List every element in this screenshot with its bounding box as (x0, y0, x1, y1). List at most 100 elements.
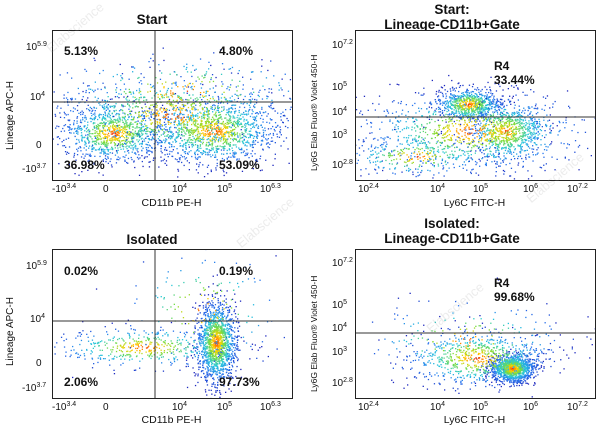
event-dot (168, 100, 170, 102)
event-dot (536, 120, 538, 123)
event-dot (195, 120, 197, 122)
event-dot (438, 98, 440, 100)
event-dot (272, 164, 274, 166)
event-dot (201, 133, 203, 135)
event-dot (438, 91, 440, 93)
event-dot (200, 102, 202, 104)
event-dot (96, 128, 98, 130)
event-dot (454, 150, 456, 153)
event-dot (257, 125, 260, 127)
event-dot (467, 115, 469, 117)
event-dot (144, 110, 146, 112)
event-dot (99, 135, 101, 138)
event-dot (494, 147, 496, 149)
event-dot (227, 131, 229, 134)
event-dot (201, 117, 203, 119)
event-dot (232, 121, 235, 123)
event-dot (513, 140, 515, 142)
event-dot (425, 126, 427, 129)
event-dot (140, 122, 142, 125)
event-dot (186, 152, 189, 154)
event-dot (528, 126, 530, 128)
event-dot (517, 145, 519, 147)
event-dot (134, 96, 136, 99)
event-dot (193, 102, 195, 105)
event-dot (457, 95, 459, 97)
event-dot (90, 112, 92, 114)
event-dot (244, 95, 246, 98)
event-dot (128, 88, 130, 91)
event-dot (203, 112, 205, 114)
event-dot (537, 130, 539, 133)
event-dot (78, 174, 80, 176)
event-dot (235, 123, 237, 125)
event-dot (143, 140, 146, 142)
event-dot (192, 64, 194, 67)
event-dot (85, 141, 87, 143)
event-dot (174, 120, 176, 122)
event-dot (214, 140, 217, 142)
event-dot (159, 126, 161, 129)
event-dot (78, 141, 80, 143)
event-dot (228, 100, 230, 102)
event-dot (172, 92, 174, 94)
event-dot (144, 111, 146, 113)
event-dot (515, 137, 517, 139)
event-dot (470, 154, 472, 156)
event-dot (197, 123, 199, 125)
event-dot (455, 98, 457, 100)
event-dot (117, 121, 120, 123)
event-dot (158, 136, 161, 138)
event-dot (534, 118, 536, 120)
event-dot (434, 129, 436, 131)
event-dot (86, 131, 88, 133)
event-dot (186, 129, 188, 131)
event-dot (243, 106, 246, 109)
event-dot (223, 91, 225, 93)
event-dot (512, 126, 514, 128)
event-dot (117, 134, 119, 137)
event-dot (261, 139, 263, 141)
event-dot (519, 152, 522, 154)
event-dot (104, 106, 106, 108)
event-dot (487, 117, 490, 119)
event-dot (135, 148, 137, 150)
event-dot (173, 146, 175, 148)
event-dot (126, 161, 128, 164)
event-dot (202, 136, 204, 138)
event-dot (221, 129, 223, 131)
event-dot (125, 124, 128, 126)
event-dot (448, 96, 451, 98)
event-dot (454, 105, 456, 107)
event-dot (87, 136, 89, 138)
event-dot (84, 117, 86, 119)
event-dot (238, 118, 240, 120)
event-dot (195, 124, 197, 127)
event-dot (481, 115, 483, 117)
event-dot (92, 133, 94, 135)
event-dot (199, 139, 201, 142)
event-dot (178, 135, 180, 137)
event-dot (527, 137, 530, 139)
event-dot (107, 157, 109, 159)
event-dot (90, 136, 92, 138)
event-dot (494, 138, 496, 140)
event-dot (111, 98, 113, 100)
event-dot (186, 63, 188, 65)
event-dot (534, 135, 536, 137)
event-dot (74, 98, 77, 100)
event-dot (473, 100, 475, 102)
event-dot (515, 128, 517, 130)
event-dot (178, 157, 181, 159)
event-dot (473, 146, 475, 148)
event-dot (159, 108, 161, 110)
event-dot (104, 149, 106, 151)
event-dot (501, 104, 503, 106)
event-dot (515, 133, 517, 135)
event-dot (251, 113, 253, 115)
event-dot (470, 149, 473, 151)
event-dot (406, 140, 408, 142)
event-dot (186, 103, 189, 105)
event-dot (149, 139, 151, 141)
event-dot (128, 116, 130, 119)
